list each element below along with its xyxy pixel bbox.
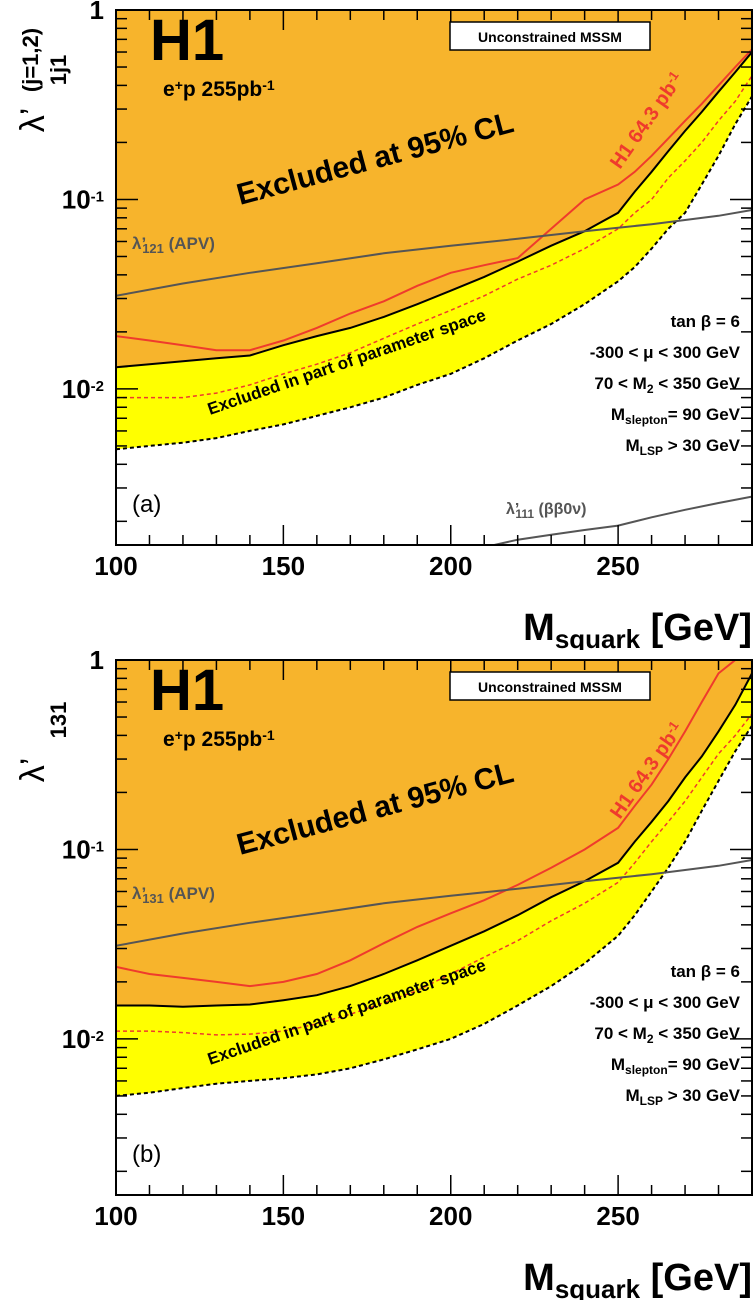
- y-axis-label-subscript: 1j1: [46, 55, 71, 86]
- y-axis-label-superscript: (j=1,2): [18, 28, 43, 92]
- x-tick-label: 100: [94, 551, 137, 581]
- x-tick-label: 150: [262, 1201, 305, 1231]
- x-axis-label: Msquark [GeV]: [523, 607, 752, 650]
- x-tick-label: 250: [596, 1201, 639, 1231]
- experiment-label: H1: [150, 8, 224, 73]
- plot-area: [116, 660, 752, 1097]
- experiment-label: H1: [150, 658, 224, 723]
- exclusion-limit-line: [116, 672, 752, 1008]
- y-axis-label: λ’ 1j1(j=1,2): [14, 28, 71, 132]
- model-box: [449, 671, 651, 701]
- parameter-line: Mslepton= 90 GeV: [611, 1055, 741, 1077]
- y-axis-label-subscript: 131: [46, 702, 71, 739]
- y-tick-label: 10-2: [62, 1024, 104, 1054]
- axis-ticks: [115, 9, 753, 545]
- parameter-line: -300 < μ < 300 GeV: [590, 343, 741, 362]
- x-tick-label: 200: [429, 1201, 472, 1231]
- y-tick-label: 1: [90, 650, 104, 675]
- model-box: [449, 21, 651, 51]
- x-tick-label: 200: [429, 551, 472, 581]
- apv-bound-label: λ’121 (APV): [132, 234, 215, 256]
- luminosity-label: e+p 255pb-1: [163, 77, 275, 101]
- y-tick-label: 10-1: [62, 184, 104, 214]
- apv-bound-line: [116, 859, 752, 947]
- parameter-line: 70 < M2 < 350 GeV: [594, 1024, 740, 1046]
- chart-b-svg: 100 150 200 250 1 10-1 10-2 Msquark [GeV] λ’ 131 H…: [14, 650, 753, 1300]
- panel-label: (a): [132, 491, 161, 518]
- y-axis-label-symbol: λ’: [14, 108, 52, 133]
- parameter-line: tan β = 6: [671, 312, 740, 331]
- luminosity-label: e+p 255pb-1: [163, 727, 275, 751]
- x-axis-label: Msquark [GeV]: [523, 1257, 752, 1300]
- chart-panel-b: 100 150 200 250 1 10-1 10-2 Msquark [GeV] λ’ 131 H…: [0, 650, 754, 1300]
- y-tick-label: 10-2: [62, 374, 104, 404]
- x-tick-label: 150: [262, 551, 305, 581]
- y-axis-label: λ’ 131: [14, 702, 71, 783]
- apv-bound-label: λ’131 (APV): [132, 884, 215, 906]
- parameter-line: MLSP > 30 GeV: [625, 1086, 740, 1108]
- expected-limit-line: [116, 713, 752, 1036]
- parameter-line: MLSP > 30 GeV: [625, 436, 740, 458]
- plot-frame: [115, 9, 753, 546]
- plot-frame: [115, 659, 753, 1196]
- h1-previous-limit-line: [116, 660, 752, 988]
- parameter-line: -300 < μ < 300 GeV: [590, 993, 741, 1012]
- double-beta-bound-line: [494, 495, 752, 545]
- x-tick-label: 250: [596, 551, 639, 581]
- parameter-line: 70 < M2 < 350 GeV: [594, 374, 740, 396]
- double-beta-bound-label: λ’111 (ββ0ν): [506, 501, 586, 521]
- excluded-region-area: [116, 10, 752, 368]
- y-axis-label-symbol: λ’: [14, 758, 52, 783]
- model-box-label: Unconstrained MSSM: [478, 679, 622, 695]
- partial-exclusion-limit-line: [116, 725, 752, 1097]
- apv-bound-line: [116, 209, 752, 297]
- plot-area: [116, 10, 752, 545]
- x-tick-label: 100: [94, 1201, 137, 1231]
- panel-label: (b): [132, 1141, 161, 1168]
- chart-panel-a: 100 150 200 250 1 10-1 10-2 Msquark [GeV] λ’ 1j1(…: [14, 0, 753, 650]
- parameter-line: tan β = 6: [671, 962, 740, 981]
- model-box-label: Unconstrained MSSM: [478, 29, 622, 45]
- partial-exclusion-limit-line: [116, 95, 752, 451]
- y-tick-label: 1: [90, 0, 104, 25]
- y-tick-label: 10-1: [62, 834, 104, 864]
- parameter-line: Mslepton= 90 GeV: [611, 405, 741, 427]
- h1-previous-limit-line: [116, 48, 752, 352]
- axis-ticks: [115, 659, 753, 1195]
- partial-exclusion-band: [116, 673, 752, 1096]
- exclusion-limit-line: [116, 51, 752, 369]
- partial-exclusion-band: [116, 52, 752, 450]
- expected-limit-line: [116, 75, 752, 399]
